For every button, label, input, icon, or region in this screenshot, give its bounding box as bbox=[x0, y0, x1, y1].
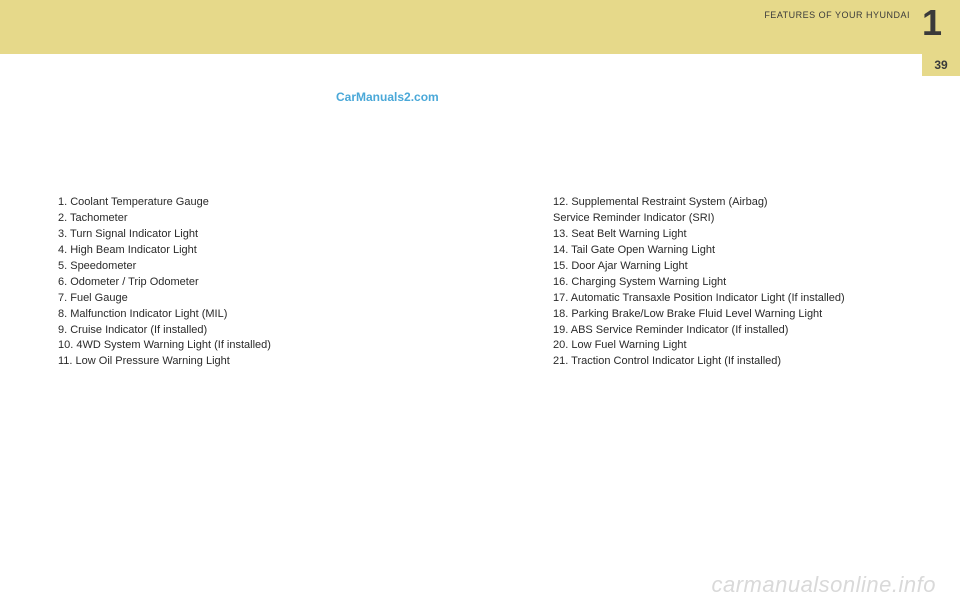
list-item: 13. Seat Belt Warning Light bbox=[553, 227, 960, 243]
right-column: 12. Supplemental Restraint System (Airba… bbox=[405, 195, 960, 370]
list-item: 1. Coolant Temperature Gauge bbox=[58, 195, 405, 211]
list-item: 4. High Beam Indicator Light bbox=[58, 243, 405, 259]
list-item: 7. Fuel Gauge bbox=[58, 291, 405, 307]
section-title: FEATURES OF YOUR HYUNDAI bbox=[764, 10, 910, 20]
list-item: 3. Turn Signal Indicator Light bbox=[58, 227, 405, 243]
list-item: 20. Low Fuel Warning Light bbox=[553, 338, 960, 354]
watermark-bottom: carmanualsonline.info bbox=[711, 572, 936, 598]
list-item: 16. Charging System Warning Light bbox=[553, 275, 960, 291]
list-item: 6. Odometer / Trip Odometer bbox=[58, 275, 405, 291]
watermark-top: CarManuals2.com bbox=[336, 90, 439, 104]
list-item: 18. Parking Brake/Low Brake Fluid Level … bbox=[553, 307, 960, 323]
list-item: 17. Automatic Transaxle Position Indicat… bbox=[553, 291, 960, 307]
list-item: 8. Malfunction Indicator Light (MIL) bbox=[58, 307, 405, 323]
list-item: 5. Speedometer bbox=[58, 259, 405, 275]
list-item: 2. Tachometer bbox=[58, 211, 405, 227]
list-item: 21. Traction Control Indicator Light (If… bbox=[553, 354, 960, 370]
header-band: FEATURES OF YOUR HYUNDAI 1 bbox=[0, 0, 960, 54]
chapter-number: 1 bbox=[922, 2, 942, 44]
page-number: 39 bbox=[934, 58, 947, 72]
list-item: 11. Low Oil Pressure Warning Light bbox=[58, 354, 405, 370]
list-item: 15. Door Ajar Warning Light bbox=[553, 259, 960, 275]
list-item: 10. 4WD System Warning Light (If install… bbox=[58, 338, 405, 354]
list-item: 9. Cruise Indicator (If installed) bbox=[58, 323, 405, 339]
list-item: 14. Tail Gate Open Warning Light bbox=[553, 243, 960, 259]
content-area: 1. Coolant Temperature Gauge 2. Tachomet… bbox=[0, 195, 960, 370]
left-column: 1. Coolant Temperature Gauge 2. Tachomet… bbox=[0, 195, 405, 370]
list-item: 12. Supplemental Restraint System (Airba… bbox=[553, 195, 960, 211]
list-item: 19. ABS Service Reminder Indicator (If i… bbox=[553, 323, 960, 339]
list-item: Service Reminder Indicator (SRI) bbox=[553, 211, 960, 227]
page-number-band: 39 bbox=[922, 54, 960, 76]
